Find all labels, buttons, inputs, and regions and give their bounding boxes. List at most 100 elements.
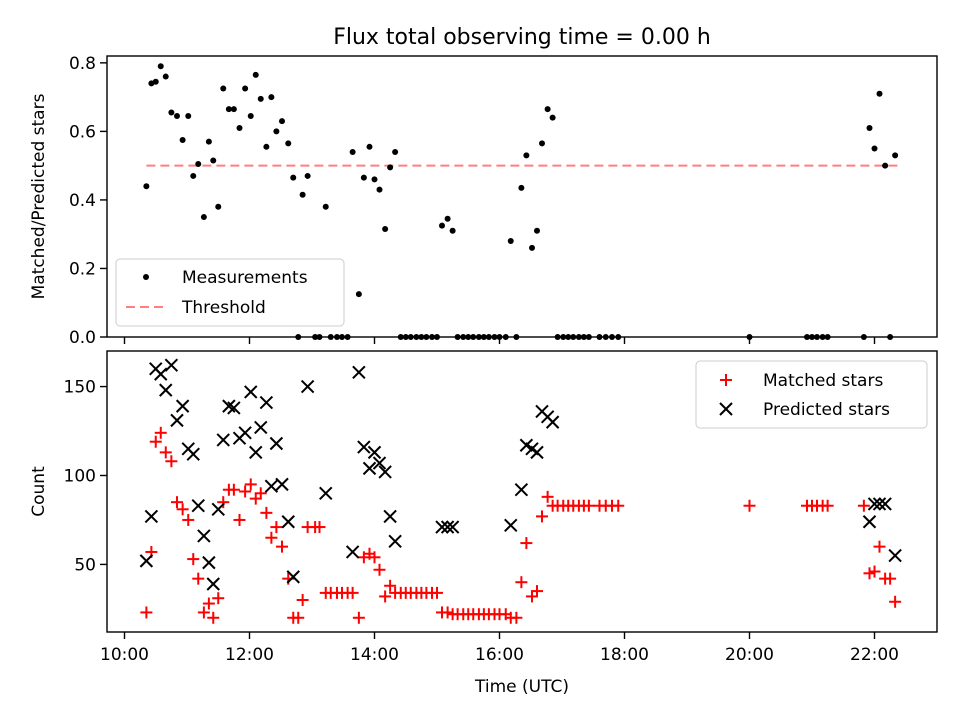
measurement-point bbox=[439, 222, 445, 229]
matched-star-point bbox=[536, 510, 548, 523]
measurement-point bbox=[220, 85, 227, 92]
y-tick-label: 0.8 bbox=[69, 54, 96, 74]
legend-label-predicted: Predicted stars bbox=[763, 400, 890, 420]
predicted-star-point bbox=[378, 465, 392, 479]
predicted-star-point-b bbox=[300, 379, 315, 394]
predicted-star-point-b bbox=[514, 483, 529, 497]
matched-star-point bbox=[821, 499, 834, 512]
measurement-point bbox=[382, 226, 389, 233]
measurement-point bbox=[185, 112, 192, 119]
measurement-point bbox=[355, 291, 362, 298]
predicted-star-point-b bbox=[264, 479, 279, 493]
matched-star-point bbox=[270, 521, 283, 534]
measurement-point bbox=[366, 143, 373, 150]
predicted-star-point-b bbox=[372, 456, 387, 470]
matched-star-point bbox=[187, 553, 200, 566]
predicted-star-point bbox=[144, 509, 159, 524]
measurement-point bbox=[529, 244, 535, 251]
predicted-star-point bbox=[286, 570, 300, 584]
predicted-star-point-b bbox=[530, 445, 544, 460]
matched-star-point bbox=[352, 611, 365, 624]
matched-star-point bbox=[873, 540, 886, 553]
predicted-star-point bbox=[514, 483, 529, 497]
predicted-star-point bbox=[216, 433, 230, 447]
matched-star-point bbox=[373, 563, 386, 576]
matched-star-point bbox=[384, 579, 397, 592]
measurement-point bbox=[549, 114, 556, 121]
bottom-legend: Matched stars Predicted stars bbox=[695, 360, 928, 429]
measurement-point bbox=[392, 148, 399, 155]
legend-marker-predicted bbox=[719, 402, 733, 416]
predicted-star-point-b bbox=[878, 497, 892, 511]
measurement-point bbox=[876, 90, 883, 97]
predicted-star-point bbox=[300, 379, 315, 394]
predicted-star-point bbox=[504, 518, 518, 532]
measurement-point bbox=[215, 203, 222, 210]
x-tick-label: 18:00 bbox=[600, 645, 649, 665]
predicted-star-point bbox=[197, 529, 211, 543]
top-legend-box bbox=[115, 258, 345, 327]
matched-star-point bbox=[431, 586, 443, 599]
predicted-star-point-b bbox=[249, 445, 263, 460]
predicted-star-point bbox=[249, 445, 263, 460]
measurement-point bbox=[523, 152, 530, 159]
measurement-point bbox=[242, 85, 249, 92]
predicted-star-point bbox=[357, 440, 371, 454]
y-axis-label: Matched/Predicted stars bbox=[29, 93, 49, 299]
matched-star-point bbox=[868, 565, 881, 578]
measurement-point bbox=[190, 172, 197, 179]
measurement-point bbox=[230, 106, 237, 113]
matched-star-point bbox=[212, 592, 225, 605]
predicted-star-point bbox=[206, 577, 220, 591]
measurement-point bbox=[174, 112, 180, 119]
matched-star-point bbox=[239, 485, 252, 498]
matched-star-point bbox=[265, 531, 278, 544]
measurement-point bbox=[304, 172, 311, 179]
matched-star-point bbox=[582, 499, 595, 512]
measurement-point bbox=[168, 109, 175, 116]
y-tick-label: 100 bbox=[64, 466, 96, 486]
predicted-star-point-b bbox=[269, 436, 284, 451]
top-panel: 0.0 0.2 0.4 0.6 0.8 Matched/Predicted stars Me… bbox=[29, 54, 938, 348]
matched-star-point bbox=[520, 537, 533, 550]
matched-star-point bbox=[857, 499, 870, 512]
measurement-point bbox=[544, 106, 551, 113]
predicted-star-point bbox=[139, 554, 154, 568]
measurement-point bbox=[273, 128, 280, 135]
legend-label-measurements: Measurements bbox=[182, 268, 308, 288]
matched-star-point bbox=[889, 595, 902, 608]
measurement-point bbox=[371, 176, 378, 183]
measurement-point bbox=[236, 124, 243, 131]
matched-star-point bbox=[217, 496, 230, 509]
predicted-star-point bbox=[154, 367, 168, 381]
x-tick-label: 16:00 bbox=[475, 645, 524, 665]
matched-star-point bbox=[379, 590, 392, 603]
matched-star-point bbox=[346, 586, 359, 599]
predicted-star-point-b bbox=[254, 420, 268, 435]
measurement-point bbox=[376, 186, 383, 193]
predicted-star-point bbox=[362, 461, 377, 476]
predicted-star-point-b bbox=[383, 509, 397, 524]
y-axis-label: Count bbox=[29, 466, 49, 517]
predicted-star-point bbox=[867, 497, 882, 511]
axes-frame bbox=[106, 55, 938, 338]
measurement-point bbox=[539, 140, 545, 147]
predicted-star-point bbox=[545, 415, 560, 429]
predicted-star-point bbox=[211, 502, 225, 516]
predicted-star-point bbox=[862, 515, 877, 529]
predicted-star-point-b bbox=[139, 554, 154, 568]
legend-marker-measurements bbox=[143, 274, 149, 280]
x-tick-label: 12:00 bbox=[225, 645, 274, 665]
measurement-point bbox=[162, 73, 169, 80]
predicted-star-point-b bbox=[440, 520, 455, 534]
matched-star-point bbox=[531, 585, 543, 598]
legend-label-matched: Matched stars bbox=[763, 371, 883, 391]
predicted-star-point-b bbox=[362, 461, 377, 476]
y-tick-label: 0.2 bbox=[69, 259, 96, 279]
predicted-star-point-b bbox=[345, 545, 360, 559]
measurement-point bbox=[534, 227, 540, 234]
y-tick-label: 0.0 bbox=[69, 328, 96, 348]
measurement-point bbox=[195, 160, 202, 167]
